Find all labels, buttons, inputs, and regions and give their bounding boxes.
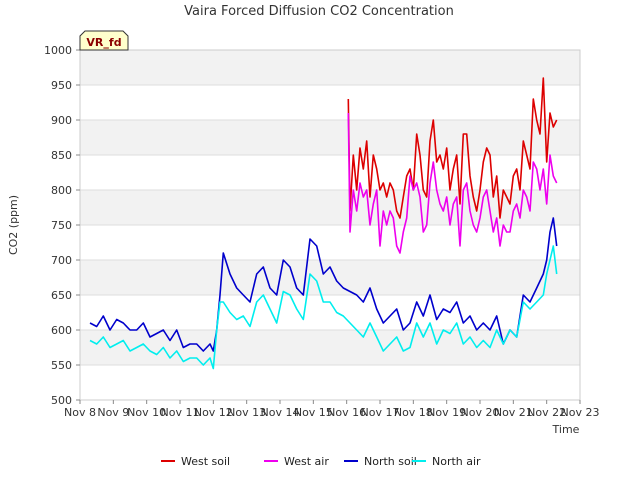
y-axis-label: CO2 (ppm)	[7, 195, 20, 255]
legend-label: West air	[284, 455, 329, 468]
x-tick-label: Nov 8	[64, 406, 96, 419]
badge-label: VR_fd	[86, 36, 121, 49]
series-line-north-air	[89, 245, 558, 370]
y-tick-label: 600	[51, 324, 72, 337]
y-tick-label: 900	[51, 114, 72, 127]
grid-band	[80, 120, 580, 155]
plot-area	[79, 49, 581, 401]
x-tick-label: Nov 20	[461, 406, 500, 419]
x-tick-label: Nov 10	[127, 406, 166, 419]
legend-label: North air	[432, 455, 481, 468]
x-tick-label: Nov 12	[194, 406, 233, 419]
legend-item-west-air: West air	[264, 455, 329, 468]
legend-item-west-soil: West soil	[161, 455, 230, 468]
grid-band	[80, 50, 580, 85]
badge-shape	[79, 30, 129, 51]
vr-fd-badge: VR_fd	[79, 30, 129, 51]
y-tick-label: 800	[51, 184, 72, 197]
x-tick-label: Nov 17	[361, 406, 400, 419]
legend-item-north-air: North air	[412, 455, 481, 468]
x-tick-label: Nov 13	[227, 406, 266, 419]
legend-label: North soil	[364, 455, 417, 468]
x-axis-label: Time	[552, 423, 580, 436]
legend-label: West soil	[181, 455, 230, 468]
x-tick-label: Nov 19	[427, 406, 466, 419]
y-axis-ticks: 500 550 600 650 700 750 800 850 900 950 1000	[44, 44, 80, 407]
x-tick-label: Nov 9	[97, 406, 129, 419]
x-tick-label: Nov 14	[261, 406, 300, 419]
series-layer	[89, 77, 558, 370]
x-tick-label: Nov 11	[161, 406, 200, 419]
x-tick-label: Nov 16	[327, 406, 366, 419]
y-tick-label: 700	[51, 254, 72, 267]
x-tick-label: Nov 18	[394, 406, 433, 419]
x-tick-label: Nov 21	[494, 406, 533, 419]
chart-title: Vaira Forced Diffusion CO2 Concentration	[184, 4, 454, 19]
x-tick-label: Nov 22	[527, 406, 566, 419]
y-tick-label: 950	[51, 79, 72, 92]
y-tick-label: 650	[51, 289, 72, 302]
grid-band	[80, 260, 580, 295]
legend: West soil West air North soil North air	[161, 455, 481, 468]
series-line-west-soil	[347, 77, 558, 219]
series-line-north-soil	[89, 217, 558, 352]
y-tick-label: 1000	[44, 44, 72, 57]
grid-bands	[80, 50, 580, 365]
legend-item-north-soil: North soil	[344, 455, 417, 468]
y-tick-label: 850	[51, 149, 72, 162]
y-tick-label: 750	[51, 219, 72, 232]
y-tick-label: 500	[51, 394, 72, 407]
series-line-west-air	[347, 112, 558, 254]
x-tick-label: Nov 15	[294, 406, 333, 419]
y-tick-label: 550	[51, 359, 72, 372]
x-tick-label: Nov 23	[561, 406, 600, 419]
